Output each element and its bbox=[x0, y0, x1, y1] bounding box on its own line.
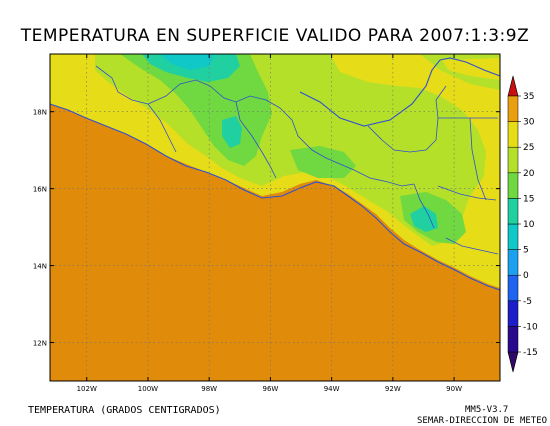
cold-zone-guatemala bbox=[410, 206, 438, 232]
colorbar-label: 25 bbox=[523, 143, 534, 153]
colorbar-low-extension bbox=[507, 351, 519, 373]
lon-tick-label: 98W bbox=[201, 385, 217, 393]
colorbar-segment bbox=[507, 121, 519, 148]
longitude-ticks: 102W 100W 98W 96W 94W 92W 90W bbox=[77, 54, 462, 393]
cool-zone-center bbox=[290, 146, 356, 178]
colorbar-segment bbox=[507, 198, 519, 225]
lon-tick-label: 92W bbox=[385, 385, 401, 393]
lon-tick-label: 90W bbox=[446, 385, 462, 393]
colorbar-label: -5 bbox=[523, 297, 532, 307]
lon-tick-label: 100W bbox=[138, 385, 158, 393]
model-label: MM5-V3.7 bbox=[465, 405, 509, 415]
colorbar-label: 15 bbox=[523, 194, 534, 204]
lon-tick-label: 96W bbox=[262, 385, 278, 393]
variable-label: TEMPERATURA (GRADOS CENTIGRADOS) bbox=[28, 405, 221, 416]
temperature-field bbox=[50, 54, 500, 381]
coastline bbox=[50, 57, 500, 291]
colorbar-label: 0 bbox=[523, 271, 529, 281]
colorbar-high-extension bbox=[507, 75, 519, 97]
colorbar-segment bbox=[507, 274, 519, 302]
latitude-ticks: 18N 16N 14N 12N bbox=[33, 109, 500, 348]
colorbar-label: -10 bbox=[523, 322, 538, 332]
colorbar-segment bbox=[507, 300, 519, 327]
colorbar: -15 -10 -5 0 5 10 15 20 25 30 35 bbox=[507, 75, 538, 373]
map-title: TEMPERATURA EN SUPERFICIE VALIDO PARA 20… bbox=[20, 26, 530, 46]
lat-tick-label: 16N bbox=[33, 186, 47, 194]
colorbar-segment bbox=[507, 172, 519, 199]
colorbar-label: 5 bbox=[523, 246, 529, 256]
colorbar-label: 10 bbox=[523, 220, 535, 230]
colorbar-segment bbox=[507, 95, 519, 122]
coldest-zone bbox=[160, 54, 214, 70]
colorbar-segment bbox=[507, 249, 519, 276]
colorbar-segment bbox=[507, 326, 519, 353]
colorbar-label: 30 bbox=[523, 118, 535, 128]
colorbar-label: 20 bbox=[523, 169, 535, 179]
map-frame bbox=[49, 53, 501, 382]
colorbar-segment bbox=[507, 223, 519, 250]
lat-tick-label: 14N bbox=[33, 263, 47, 271]
agency-label: SEMAR-DIRECCION DE METEO bbox=[417, 416, 548, 426]
warm-pocket-yucatan bbox=[442, 58, 500, 80]
lat-tick-label: 12N bbox=[33, 340, 47, 348]
lat-lon-grid bbox=[50, 54, 500, 381]
lon-tick-label: 94W bbox=[324, 385, 340, 393]
lon-tick-label: 102W bbox=[77, 385, 97, 393]
warm-pocket-gulf bbox=[336, 58, 396, 76]
state-borders bbox=[95, 65, 499, 255]
colorbar-label: -15 bbox=[523, 348, 538, 358]
lat-tick-label: 18N bbox=[33, 109, 47, 117]
colorbar-segment bbox=[507, 146, 519, 174]
colorbar-label: 35 bbox=[523, 92, 534, 102]
cold-zone-mountain bbox=[222, 116, 242, 148]
